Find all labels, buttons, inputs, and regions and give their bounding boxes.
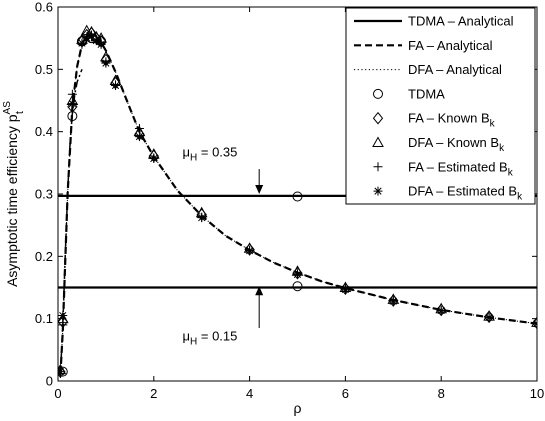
legend-label-1: FA – Analytical: [408, 38, 493, 53]
marker-asterisk-14: [293, 269, 302, 279]
y-tick-label-3: 0.3: [35, 187, 53, 202]
x-tick-label-1: 2: [150, 386, 157, 401]
y-tick-label-6: 0.6: [35, 0, 53, 15]
marker-asterisk-15: [340, 284, 350, 294]
legend-marker-3: [373, 88, 383, 99]
x-tick-label-3: 6: [342, 386, 349, 401]
marker-asterisk-12: [197, 213, 207, 223]
plot-area: [58, 24, 537, 379]
marker-triangle-19: [531, 316, 537, 327]
marker-asterisk-7: [96, 39, 106, 49]
legend-label-2: DFA – Analytical: [408, 62, 502, 77]
x-tick-label-2: 4: [246, 386, 253, 401]
legend-marker-7: [373, 186, 383, 196]
legend-marker-6: [373, 162, 383, 172]
marker-asterisk-3: [77, 38, 87, 48]
marker-asterisk-5: [87, 31, 97, 41]
marker-asterisk-6: [91, 36, 101, 46]
marker-plus-10: [134, 124, 144, 134]
marker-asterisk-18: [484, 312, 494, 322]
y-tick-label-0: 0: [46, 374, 53, 389]
y-tick-label-1: 0.1: [35, 311, 53, 326]
y-tick-label-5: 0.5: [35, 62, 53, 77]
annotation-arrow-head-0: [255, 185, 264, 194]
annotation-label-0: μH = 0.35: [183, 145, 238, 164]
legend-label-4: FA – Known Bk: [408, 111, 496, 130]
x-axis-label: ρ: [294, 400, 302, 416]
marker-asterisk-16: [388, 296, 398, 306]
y-axis-label: Asymptotic time efficiency pASt: [2, 101, 26, 287]
marker-asterisk-11: [149, 153, 159, 163]
annotation-arrow-head-1: [255, 286, 264, 296]
x-tick-label-5: 10: [530, 386, 544, 401]
legend-marker-5: [372, 136, 384, 147]
marker-asterisk-17: [436, 306, 446, 316]
y-tick-label-2: 0.2: [35, 249, 53, 264]
series-line-tdma-rise: [59, 69, 83, 375]
marker-asterisk-8: [101, 58, 111, 68]
y-tick-label-4: 0.4: [35, 124, 53, 139]
marker-asterisk-0: [58, 367, 65, 377]
annotations: μH = 0.35 μH = 0.15: [183, 145, 264, 347]
marker-asterisk-1: [58, 311, 68, 321]
legend-label-7: DFA – Estimated Bk: [408, 184, 523, 203]
annotation-label-1: μH = 0.15: [183, 328, 238, 347]
marker-plus-1: [58, 320, 68, 330]
marker-circle-5: [292, 191, 303, 202]
marker-asterisk-9: [110, 81, 120, 91]
x-tick-label-4: 8: [438, 386, 445, 401]
marker-asterisk-10: [134, 132, 144, 142]
marker-plus-2: [67, 89, 77, 99]
legend-label-5: DFA – Known Bk: [408, 135, 505, 154]
legend-box: [345, 7, 536, 205]
marker-asterisk-13: [245, 246, 255, 256]
marker-asterisk-2: [67, 99, 77, 109]
legend-label-0: TDMA – Analytical: [408, 14, 514, 29]
x-tick-label-0: 0: [54, 386, 61, 401]
legend-label-6: FA – Estimated Bk: [408, 159, 514, 178]
marker-asterisk-4: [82, 33, 92, 43]
legend: TDMA – Analytical FA – Analytical DFA – An…: [345, 7, 536, 205]
marker-circle-6: [292, 281, 303, 292]
legend-label-3: TDMA: [408, 86, 445, 101]
legend-marker-4: [372, 111, 384, 125]
series-line-2: [59, 33, 537, 375]
